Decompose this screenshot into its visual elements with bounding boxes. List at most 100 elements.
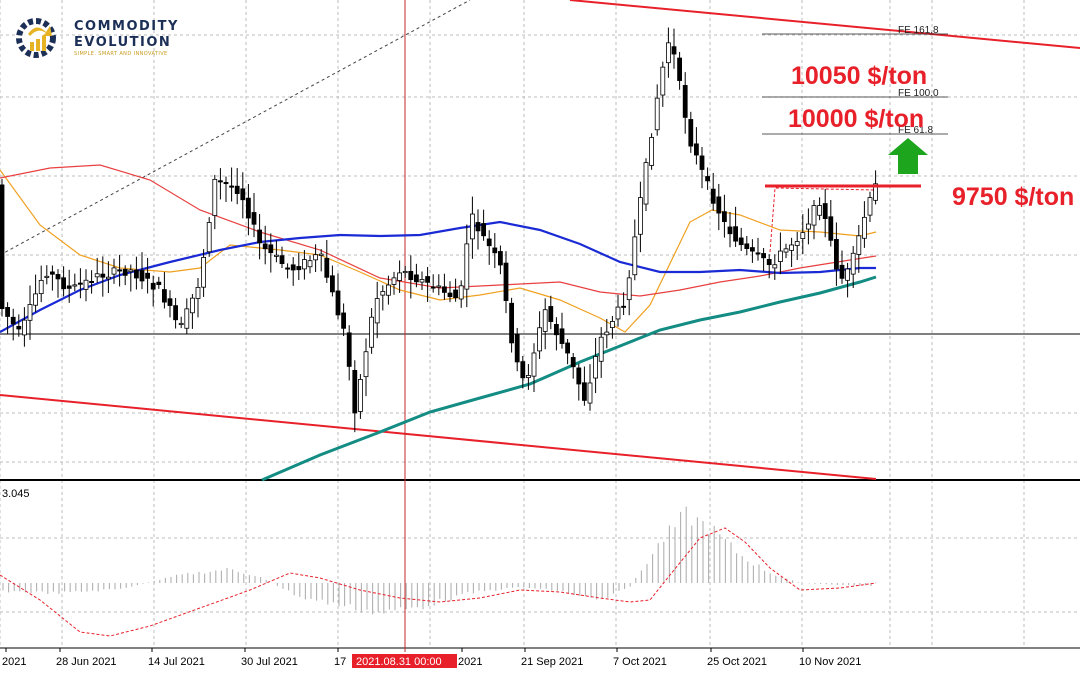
- candle-body: [822, 203, 828, 219]
- candle-body: [565, 342, 570, 354]
- candle-body: [156, 281, 162, 285]
- price-target-label: 10000 $/ton: [788, 105, 924, 133]
- candle-body: [856, 235, 862, 255]
- candle-body: [632, 236, 638, 276]
- candle-body: [800, 232, 806, 239]
- candle-body: [217, 180, 223, 183]
- candle-body: [621, 305, 626, 308]
- x-tick-label: 25 Oct 2021: [707, 656, 767, 668]
- candle-body: [453, 289, 459, 299]
- candle-body: [397, 272, 403, 281]
- candle-body: [273, 254, 279, 257]
- candle-body: [245, 197, 251, 219]
- candle-body: [212, 178, 218, 216]
- candle-body: [811, 205, 817, 226]
- candle-body: [329, 275, 335, 293]
- candle-body: [106, 276, 111, 280]
- candle-body: [548, 306, 554, 322]
- cursor-time-box: [352, 654, 457, 668]
- candle-body: [89, 280, 94, 283]
- ma-teal-line: [261, 275, 877, 482]
- x-tick-label: 14 Jul 2021: [148, 656, 205, 668]
- candle-body: [593, 356, 598, 379]
- candle-body: [845, 268, 850, 281]
- candle-body: [733, 226, 738, 242]
- candle-body: [638, 197, 643, 235]
- candle-body: [279, 255, 285, 265]
- candle-body: [587, 382, 593, 404]
- candle-body: [21, 319, 27, 336]
- candle-body: [374, 298, 380, 324]
- candle-body: [150, 282, 156, 290]
- candle-body: [83, 279, 89, 290]
- candle-body: [139, 270, 145, 282]
- x-tick-label: 17: [334, 656, 346, 668]
- up-arrow-icon: [888, 138, 928, 174]
- x-tick-label: 30 Jul 2021: [241, 656, 298, 668]
- candle-body: [559, 328, 565, 344]
- candle-body: [537, 327, 542, 352]
- candle-body: [335, 290, 341, 316]
- gear-bulb-icon: [16, 18, 56, 58]
- candle-body: [122, 269, 128, 276]
- candle-body: [251, 212, 257, 225]
- candle-body: [789, 244, 794, 251]
- candle-body: [402, 271, 408, 274]
- candle-body: [531, 352, 537, 377]
- candle-body: [201, 256, 207, 288]
- candle-body: [570, 357, 576, 368]
- candle-body: [727, 226, 733, 235]
- candle-body: [750, 247, 755, 252]
- candle-body: [206, 222, 212, 253]
- x-tick-label: 10 Nov 2021: [799, 656, 861, 668]
- candle-body: [794, 241, 800, 246]
- candle-body: [481, 223, 487, 237]
- trend-dotted-line: [0, 0, 471, 256]
- candle-body: [50, 271, 55, 275]
- candle-body: [839, 264, 845, 279]
- candle-body: [78, 282, 83, 285]
- candle-body: [542, 309, 548, 332]
- candle-body: [554, 324, 559, 336]
- candle-body: [66, 285, 72, 289]
- candle-body: [313, 254, 319, 261]
- cursor-time-label: 2021.08.31 00:00: [356, 656, 442, 668]
- candle-body: [184, 308, 190, 329]
- candle-body: [867, 197, 873, 216]
- candle-body: [850, 252, 856, 275]
- candle-body: [447, 292, 453, 298]
- candle-body: [285, 267, 291, 270]
- candle-body: [755, 252, 761, 255]
- candle-body: [128, 269, 134, 273]
- candle-body: [44, 275, 50, 278]
- candle-body: [772, 264, 778, 269]
- candle-body: [677, 57, 682, 81]
- candle-body: [10, 316, 16, 325]
- candle-body: [475, 222, 481, 232]
- oscillator-panel: 3.045: [0, 488, 877, 637]
- candle-body: [223, 182, 229, 185]
- candle-body: [307, 260, 313, 268]
- candle-body: [178, 322, 184, 325]
- candle-body: [514, 333, 520, 363]
- candle-body: [744, 243, 750, 249]
- candle-body: [318, 253, 324, 256]
- candle-body: [55, 274, 61, 280]
- candle-body: [408, 270, 414, 281]
- brand-name-line2: EVOLUTION: [74, 35, 172, 50]
- candle-body: [363, 351, 369, 378]
- fib-level-label: FE 61.8: [898, 125, 933, 136]
- candle-body: [262, 243, 268, 250]
- candle-body: [111, 267, 117, 275]
- candle-body: [503, 262, 509, 301]
- candle-body: [346, 332, 352, 367]
- fib-guide-dashed: [769, 187, 877, 253]
- candle-body: [145, 272, 151, 279]
- candle-body: [598, 336, 604, 362]
- time-axis: 2021 28 Jun 2021 14 Jul 2021 30 Jul 2021 17 2…: [2, 648, 861, 668]
- candle-body: [716, 196, 722, 214]
- candle-body: [694, 143, 699, 156]
- candle-body: [117, 269, 122, 272]
